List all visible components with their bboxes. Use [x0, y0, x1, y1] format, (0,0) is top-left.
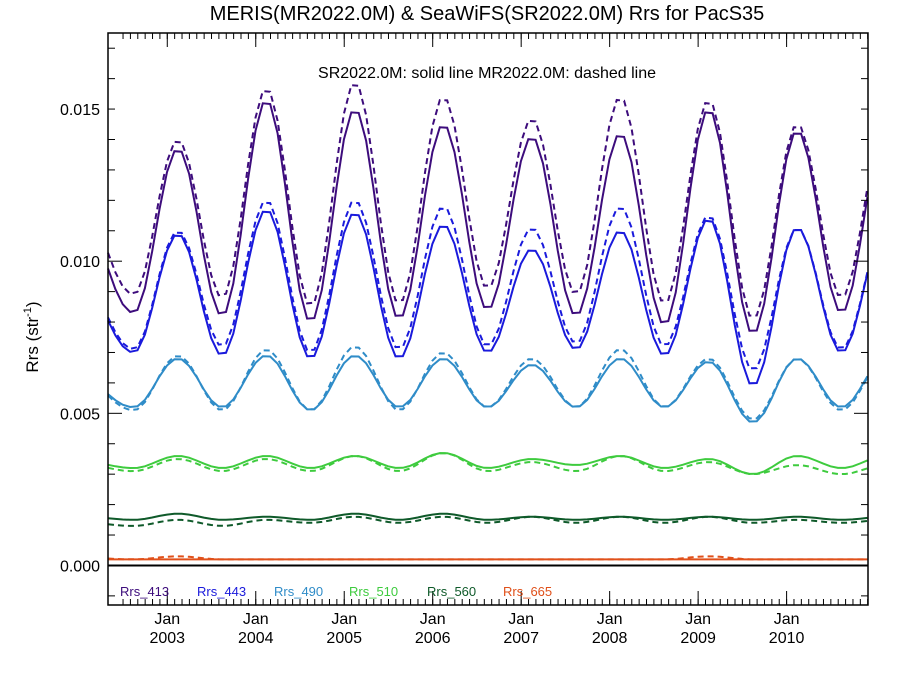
series-rrs-560-sr-line	[107, 512, 868, 521]
legend-layer: Rrs_413 Rrs_443 Rrs_490 Rrs_510 Rrs_560 Rrs_6…	[120, 584, 552, 599]
y-axis-label-main: Rrs (str	[23, 317, 42, 373]
series-rrs-510-mr-line	[107, 452, 868, 475]
legend-rrs-413: Rrs_413	[120, 584, 169, 599]
y-axis-label: Rrs (str-1)	[22, 301, 42, 372]
x-tick-month-label: Jan	[597, 611, 623, 628]
x-tick-year-label: 2008	[592, 630, 628, 647]
y-tick-label: 0.005	[60, 406, 100, 423]
series-rrs-413-mr-line	[107, 84, 869, 317]
x-tick-month-label: Jan	[685, 611, 711, 628]
series-rrs-510-sr-line	[107, 452, 868, 475]
legend-rrs-510: Rrs_510	[349, 584, 398, 599]
series-rrs-490-sr-line	[107, 355, 869, 423]
x-tick-year-label: 2003	[149, 630, 185, 647]
line-style-note: SR2022.0M: solid line MR2022.0M: dashed …	[318, 65, 656, 82]
x-tick-month-label: Jan	[331, 611, 357, 628]
y-tick-label: 0.015	[60, 102, 100, 119]
chart-title: MERIS(MR2022.0M) & SeaWiFS(SR2022.0M) Rr…	[210, 3, 765, 25]
x-tick-month-label: Jan	[774, 611, 800, 628]
x-tick-month-label: Jan	[154, 611, 180, 628]
y-tick-label: 0.010	[60, 254, 100, 271]
x-tick-year-label: 2010	[769, 630, 805, 647]
x-tick-month-label: Jan	[420, 611, 446, 628]
x-tick-month-label: Jan	[508, 611, 534, 628]
legend-rrs-665: Rrs_665	[503, 584, 552, 599]
y-tick-label: 0.000	[60, 558, 100, 575]
plot-frame	[107, 32, 869, 606]
series-rrs-413-sr-line	[107, 102, 869, 332]
legend-rrs-490: Rrs_490	[274, 584, 323, 599]
x-tick-month-label: Jan	[243, 611, 269, 628]
x-tick-year-label: 2009	[680, 630, 716, 647]
y-axis-label-sup: -1	[22, 307, 34, 317]
y-axis-label-end: )	[23, 301, 42, 307]
legend-rrs-560: Rrs_560	[427, 584, 476, 599]
x-tick-year-label: 2006	[415, 630, 451, 647]
series-rrs-443-sr-line	[107, 210, 869, 385]
x-tick-year-label: 2007	[503, 630, 539, 647]
x-tick-year-label: 2005	[326, 630, 362, 647]
series-layer	[107, 84, 869, 561]
x-tick-year-label: 2004	[238, 630, 274, 647]
legend-rrs-443: Rrs_443	[197, 584, 246, 599]
series-rrs-560-mr-line	[107, 515, 868, 527]
series-rrs-443-mr-line	[107, 201, 869, 370]
axes-layer: 0.000 0.005 0.010 0.015 Jan 2003 Jan 2004 Jan 200…	[60, 32, 869, 647]
